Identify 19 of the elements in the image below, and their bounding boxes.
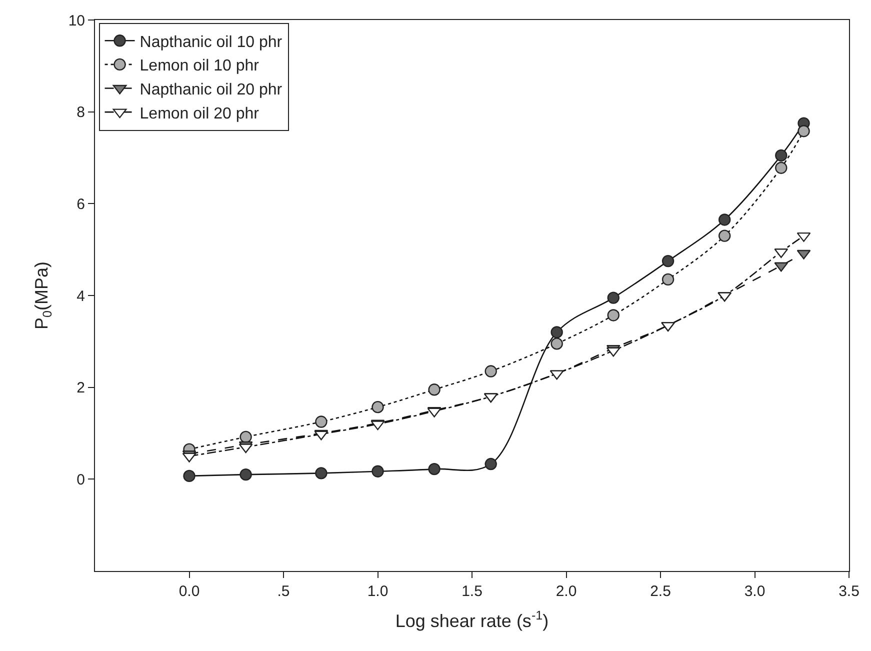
y-tick-label: 10 bbox=[68, 12, 85, 30]
y-tick-label: 8 bbox=[76, 104, 85, 122]
y-tick-label: 4 bbox=[76, 288, 85, 305]
x-tick-label: 3.0 bbox=[744, 583, 766, 600]
x-tick-label: 3.5 bbox=[838, 583, 860, 600]
x-tick-label: 1.5 bbox=[462, 583, 482, 600]
x-tick-label: 1.0 bbox=[367, 583, 388, 600]
y-tick-label: 6 bbox=[76, 196, 85, 213]
x-tick-label: 2.0 bbox=[556, 583, 577, 600]
legend-label: Napthanic oil 20 phr bbox=[140, 81, 283, 98]
y-tick-label: 2 bbox=[76, 380, 85, 397]
x-tick-label: .5 bbox=[277, 583, 290, 600]
legend-label: Napthanic oil 10 phr bbox=[140, 34, 283, 51]
x-tick-label: 0.0 bbox=[178, 583, 200, 600]
x-tick-label: 2.5 bbox=[650, 583, 671, 600]
legend-label: Lemon oil 20 phr bbox=[140, 105, 260, 122]
legend-label: Lemon oil 10 phr bbox=[140, 58, 260, 75]
x-axis-title: Log shear rate (s$^{-1}$) bbox=[395, 608, 549, 632]
y-tick-label: 0 bbox=[76, 471, 85, 488]
